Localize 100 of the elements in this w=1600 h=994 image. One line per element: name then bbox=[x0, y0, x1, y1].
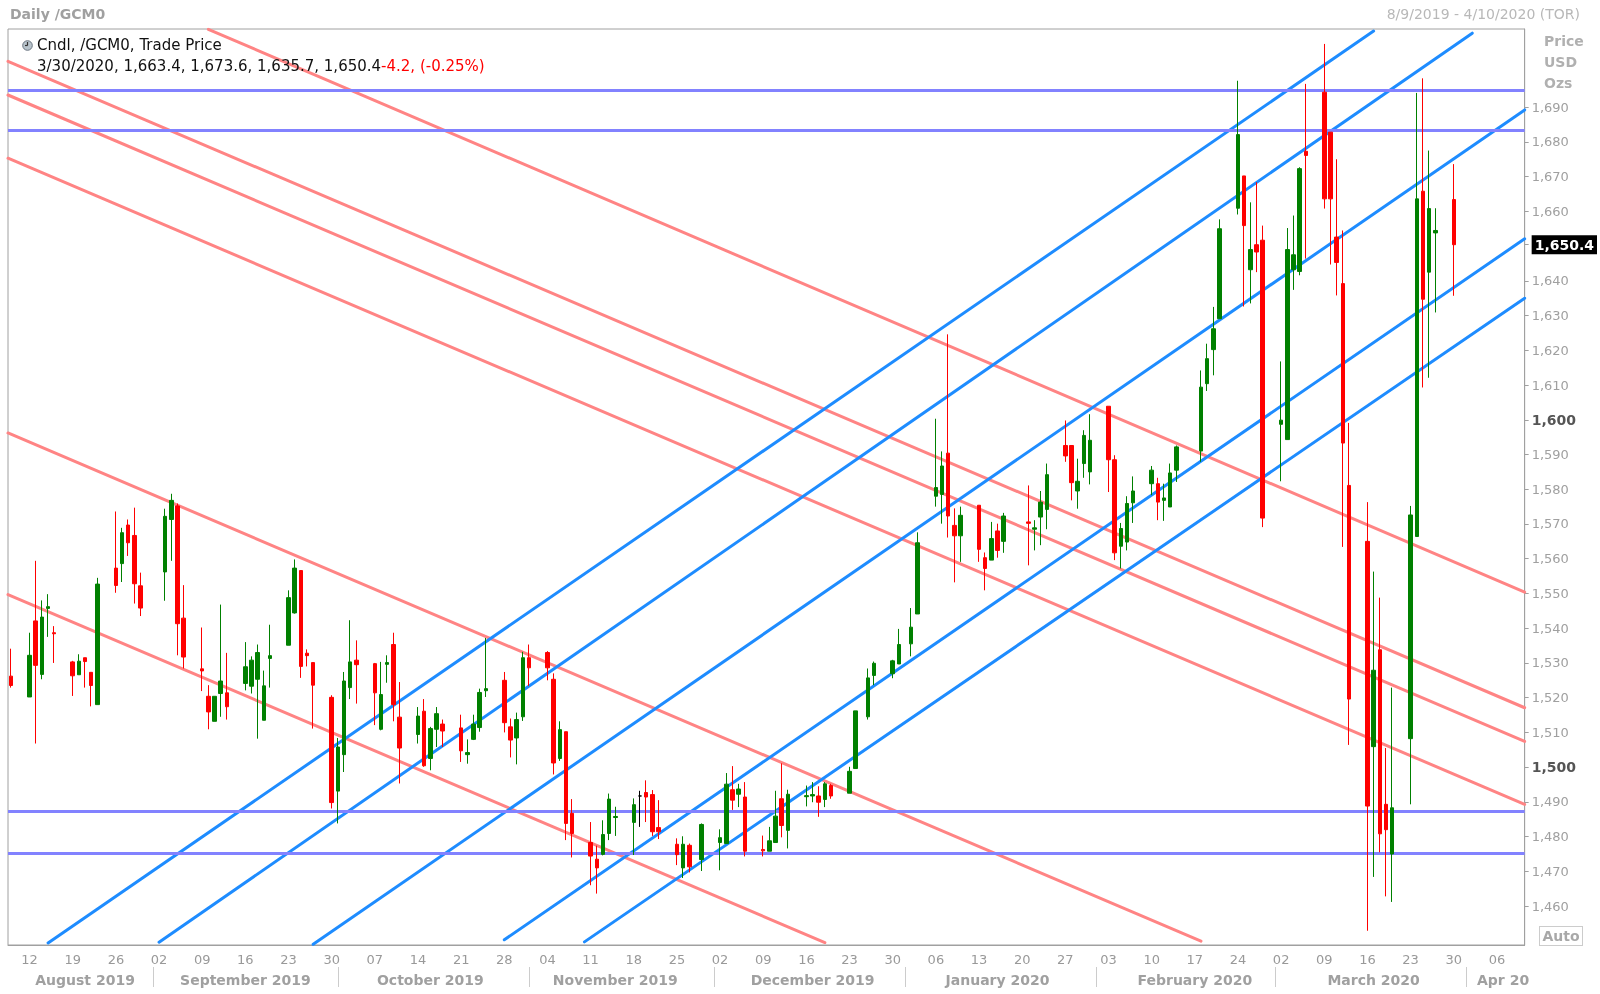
candlestick bbox=[1384, 747, 1388, 897]
candlestick bbox=[1365, 501, 1370, 932]
annotation: -4.2, (-0.25%) bbox=[381, 57, 485, 75]
candlestick bbox=[422, 698, 426, 768]
x-tick-label: 24 bbox=[1229, 952, 1247, 967]
candlestick bbox=[521, 651, 525, 722]
candlestick bbox=[724, 772, 729, 845]
y-tick-label: 1,630 bbox=[1531, 308, 1569, 324]
y-tick-label: 1,460 bbox=[1531, 898, 1569, 914]
x-tick-label: 30 bbox=[884, 952, 901, 967]
candlestick bbox=[1088, 413, 1092, 485]
candlestick bbox=[1026, 484, 1031, 566]
candlestick bbox=[1032, 519, 1037, 551]
candlestick bbox=[897, 628, 901, 665]
x2-tick-label: December 2019 bbox=[750, 972, 875, 988]
y-tick-label: 1,470 bbox=[1531, 863, 1569, 879]
y-axis-title: Price USD Ozs bbox=[1544, 32, 1584, 91]
candlestick bbox=[958, 506, 963, 563]
y-tick-label: 1,600 bbox=[1531, 411, 1577, 428]
candlestick bbox=[1162, 483, 1166, 522]
candlestick bbox=[1217, 218, 1222, 320]
candlestick bbox=[1390, 687, 1394, 903]
candlestick bbox=[915, 531, 920, 615]
candlestick bbox=[1075, 458, 1080, 510]
candlestick bbox=[1211, 306, 1216, 376]
candlestick bbox=[595, 845, 599, 895]
candlestick bbox=[644, 779, 648, 823]
y-tick-label: 1,650.4 bbox=[1534, 237, 1595, 254]
candlestick bbox=[718, 828, 722, 871]
x-tick-label: 02 bbox=[1272, 952, 1290, 967]
x-tick-label: 21 bbox=[452, 952, 470, 967]
x-tick-label: 07 bbox=[366, 952, 384, 967]
candlestick bbox=[1347, 422, 1351, 746]
y-tick-label: 1,640 bbox=[1531, 273, 1569, 289]
candlestick bbox=[952, 507, 957, 583]
candlestick bbox=[786, 789, 790, 849]
x-tick-label: 30 bbox=[323, 952, 340, 967]
annotation: 3/30/2020, 1,663.4, 1,673.6, 1,635.7, 1,650.4 bbox=[37, 57, 382, 75]
chart-title: Daily /GCM0 bbox=[10, 6, 106, 22]
candlestick bbox=[1168, 463, 1172, 508]
candlestick bbox=[1341, 229, 1345, 548]
x-tick-label: 25 bbox=[668, 952, 686, 967]
candlestick bbox=[779, 762, 784, 838]
x2-tick-label: November 2019 bbox=[552, 972, 678, 988]
y-tick-label: 1,540 bbox=[1531, 620, 1569, 636]
candlestick bbox=[558, 720, 562, 762]
candlestick bbox=[588, 821, 593, 886]
candlestick bbox=[299, 570, 303, 679]
x2-tick-label: September 2019 bbox=[180, 972, 311, 988]
candlestick bbox=[385, 654, 389, 684]
x-tick-label: 11 bbox=[582, 952, 599, 967]
candlestick bbox=[70, 660, 75, 697]
candlestick bbox=[440, 719, 445, 748]
candlestick bbox=[212, 695, 217, 722]
candlestick bbox=[391, 632, 396, 722]
x-tick-label: 02 bbox=[711, 952, 729, 967]
candlestick bbox=[514, 712, 519, 765]
candlestick bbox=[1421, 77, 1425, 388]
candlestick bbox=[872, 661, 876, 686]
candlestick bbox=[225, 652, 229, 721]
y-tick-label: 1,500 bbox=[1531, 759, 1577, 776]
x-tick-label: 26 bbox=[107, 952, 125, 967]
candlestick bbox=[1156, 477, 1160, 521]
candlestick bbox=[348, 619, 352, 700]
y-tick-label: 1,510 bbox=[1531, 724, 1569, 740]
x-tick-label: 12 bbox=[21, 952, 38, 967]
candlestick bbox=[607, 793, 611, 841]
candlestick bbox=[570, 798, 574, 858]
x-tick-label: 27 bbox=[1057, 952, 1074, 967]
candlestick bbox=[816, 785, 821, 818]
x-tick-label: 09 bbox=[1316, 952, 1333, 967]
candlestick bbox=[120, 527, 124, 583]
x-tick-label: 16 bbox=[798, 952, 815, 967]
x-tick-label: 06 bbox=[927, 952, 945, 967]
candlestick bbox=[946, 333, 950, 539]
candlestick bbox=[416, 706, 420, 745]
candlestick bbox=[268, 624, 272, 689]
candlestick bbox=[169, 493, 174, 562]
candlestick bbox=[33, 560, 38, 745]
candlestick bbox=[1279, 360, 1283, 482]
x-tick-label: 18 bbox=[625, 952, 643, 967]
y-tick-label: 1,580 bbox=[1531, 481, 1569, 497]
candlestick bbox=[687, 843, 692, 873]
candlestick bbox=[77, 653, 81, 676]
candlestick bbox=[262, 670, 266, 721]
candlestick bbox=[681, 835, 685, 879]
x-tick-label: 28 bbox=[496, 952, 513, 967]
x2-tick-label: Apr 20 bbox=[1477, 972, 1530, 988]
candlestick bbox=[200, 627, 204, 692]
candlestick bbox=[1452, 163, 1456, 297]
candlestick bbox=[379, 661, 383, 731]
candlestick bbox=[632, 797, 636, 856]
x-tick-label: 04 bbox=[539, 952, 556, 967]
candlestick bbox=[9, 648, 13, 689]
candlestick bbox=[1427, 150, 1431, 379]
candlestick bbox=[699, 822, 704, 872]
candlestick bbox=[508, 718, 513, 758]
candlestick bbox=[484, 637, 488, 698]
y-tick-label: 1,490 bbox=[1531, 794, 1569, 810]
candlestick bbox=[218, 604, 223, 718]
